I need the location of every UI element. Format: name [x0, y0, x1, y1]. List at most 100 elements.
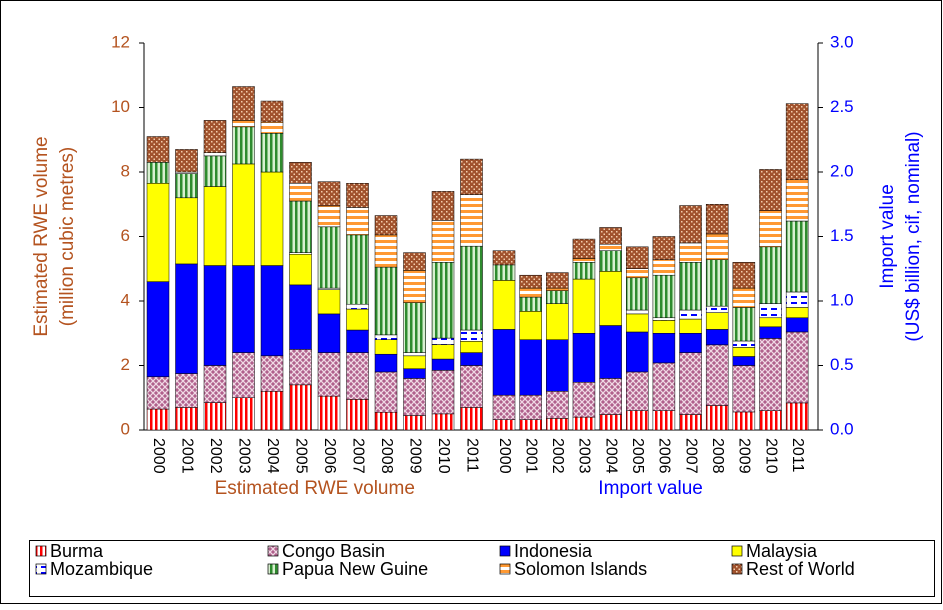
bar-segment	[492, 280, 516, 330]
bar-segment	[785, 331, 809, 404]
bar-segment	[346, 207, 369, 236]
bar-segment	[759, 410, 782, 431]
bar-segment	[626, 410, 649, 431]
bar-segment	[546, 287, 569, 291]
legend-swatch	[499, 563, 511, 575]
bar-segment	[460, 341, 483, 353]
bar-segment	[374, 371, 398, 413]
bar-segment	[759, 317, 782, 328]
bar-segment	[652, 236, 676, 260]
bar-segment	[759, 210, 782, 248]
bar-segment	[203, 402, 227, 431]
bar-segment	[679, 333, 702, 353]
bar-segment	[705, 233, 729, 260]
bar-segment	[374, 266, 398, 336]
y-axis-title: (million cubic metres)	[57, 147, 78, 326]
bar-segment	[572, 333, 596, 383]
y2-tick-label: 2.5	[830, 97, 854, 116]
y2-tick-label: 2.0	[830, 161, 854, 180]
legend-swatch	[267, 545, 279, 557]
panel-label: Estimated RWE volume	[215, 478, 415, 499]
bar-segment	[232, 352, 255, 399]
bar-segment	[572, 238, 596, 259]
x-tick-label: 2000	[496, 438, 513, 474]
bar-segment	[679, 309, 702, 320]
bar-segment	[317, 313, 341, 353]
bar-segment	[705, 405, 729, 431]
x-tick-label: 2002	[549, 438, 566, 474]
bar-segment	[599, 325, 622, 379]
x-tick-label: 2003	[235, 438, 252, 474]
bar-segment	[232, 86, 255, 121]
bar-segment	[289, 253, 312, 286]
bar-segment	[175, 173, 198, 199]
bar-segment	[546, 391, 569, 419]
bar-segment	[492, 394, 516, 420]
bar-segment	[317, 352, 341, 397]
x-tick-label: 2011	[463, 438, 480, 473]
x-tick-label: 2009	[736, 438, 753, 474]
bar-segment	[232, 120, 255, 128]
y2-tick-label: 3.0	[830, 32, 854, 51]
x-tick-label: 2008	[378, 438, 395, 474]
legend-label: Burma	[50, 541, 104, 561]
legend-label: Indonesia	[514, 541, 593, 561]
bar-segment	[759, 326, 782, 339]
bar-segment	[431, 220, 455, 263]
x-tick-label: 2002	[207, 438, 224, 474]
bar-segment	[519, 394, 542, 420]
bar-segment	[732, 307, 756, 342]
bar-segment	[374, 234, 398, 268]
bar-segment	[759, 338, 782, 411]
bar-segment	[175, 373, 198, 408]
bar-segment	[431, 344, 455, 360]
legend-label: Mozambique	[50, 559, 153, 579]
y2-tick-label: 0.0	[830, 419, 854, 438]
bar-segment	[175, 407, 198, 431]
x-tick-label: 2004	[602, 438, 619, 474]
bar-segment	[374, 215, 398, 236]
legend-swatch	[35, 545, 47, 557]
bar-segment	[785, 291, 809, 308]
bar-segment	[346, 399, 369, 431]
bar-segment	[203, 120, 227, 153]
bar-segment	[460, 407, 483, 431]
legend-label: Solomon Islands	[514, 559, 647, 579]
bar-segment	[203, 155, 227, 187]
bar-segment	[460, 329, 483, 342]
bar-segment	[732, 356, 756, 366]
bar-segment	[260, 265, 284, 357]
bar-segment	[232, 126, 255, 165]
y2-axis-title: Import value	[877, 184, 898, 289]
x-tick-label: 2010	[762, 438, 779, 474]
legend-label: Congo Basin	[282, 541, 385, 561]
bar-segment	[431, 413, 455, 431]
bar-segment	[519, 339, 542, 396]
bar-segment	[403, 352, 426, 357]
y-tick-label: 4	[121, 290, 130, 309]
bar-segment	[732, 262, 756, 289]
bar-segment	[431, 337, 455, 345]
bar-segment	[403, 378, 426, 416]
bar-segment	[599, 250, 622, 272]
x-tick-label: 2007	[682, 438, 699, 474]
bar-segment	[546, 339, 569, 392]
bar-segment	[260, 391, 284, 431]
bar-segment	[260, 171, 284, 266]
x-tick-label: 2008	[709, 438, 726, 474]
bar-segment	[403, 252, 426, 271]
bar-segment	[317, 226, 341, 289]
bar-segment	[374, 334, 398, 340]
legend-label: Rest of World	[746, 559, 855, 579]
bar-segment	[203, 365, 227, 403]
bar-segment	[679, 352, 702, 415]
bar-segment	[626, 246, 649, 270]
bar-segment	[652, 274, 676, 319]
bar-segment	[175, 263, 198, 374]
x-tick-label: 2000	[150, 438, 167, 474]
bar-segment	[203, 186, 227, 266]
x-tick-label: 2004	[264, 438, 281, 474]
bar-segment	[317, 205, 341, 228]
y2-tick-label: 1.5	[830, 226, 854, 245]
bar-segment	[652, 320, 676, 334]
